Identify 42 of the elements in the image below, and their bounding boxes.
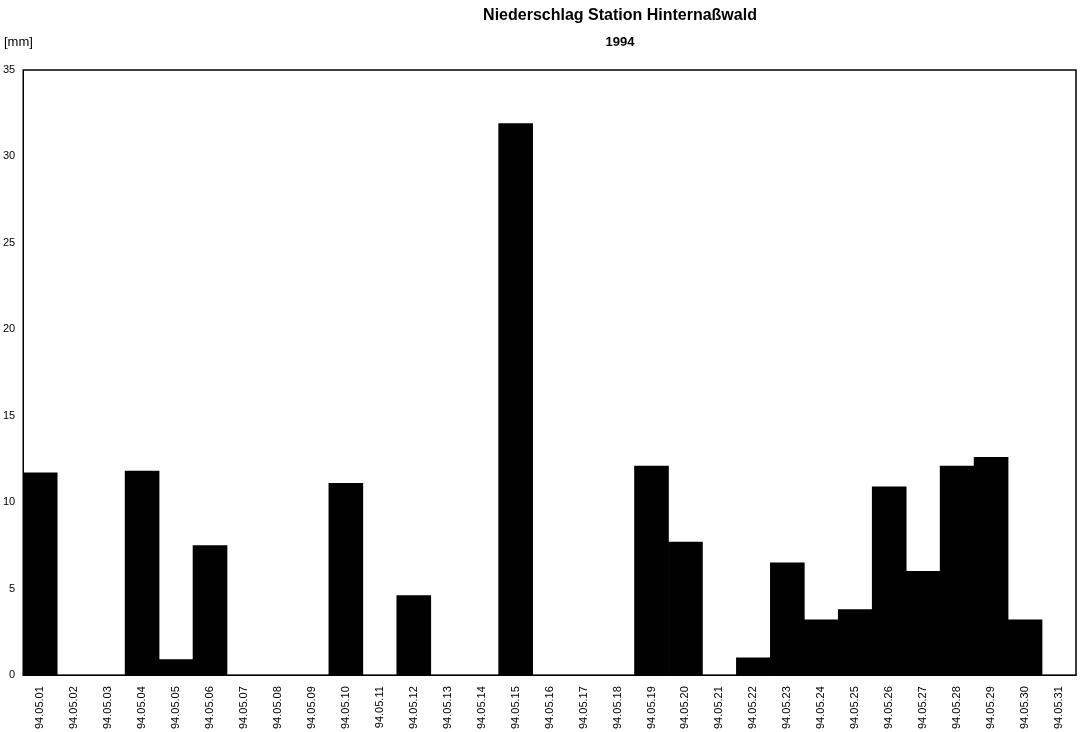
- x-tick-label: 94.05.11: [372, 686, 385, 729]
- x-tick-label: 94.05.27: [916, 686, 929, 730]
- x-tick-label: 94.05.25: [848, 686, 861, 730]
- x-tick-label: 94.05.07: [237, 686, 250, 730]
- x-tick-label: 94.05.15: [508, 686, 521, 730]
- y-tick-label: 25: [2, 235, 16, 248]
- x-tick-label: 94.05.19: [644, 686, 657, 730]
- x-tick-label: 94.05.09: [304, 686, 317, 730]
- x-tick-label: 94.05.21: [712, 686, 725, 730]
- chart-title: Niederschlag Station Hinternaßwald: [482, 6, 758, 24]
- x-tick-label: 94.05.28: [950, 686, 963, 730]
- x-tick-label: 94.05.29: [984, 686, 997, 730]
- x-tick-label: 94.05.22: [746, 686, 759, 730]
- x-tick-label: 94.05.08: [270, 686, 283, 730]
- y-tick-label: 20: [2, 322, 16, 335]
- x-tick-label: 94.05.01: [33, 686, 46, 730]
- x-tick-label: 94.05.16: [542, 686, 555, 730]
- x-tick-label: 94.05.30: [1018, 686, 1031, 730]
- x-tick-label: 94.05.03: [101, 686, 114, 730]
- y-tick-label: 30: [2, 149, 16, 162]
- x-tick-label: 94.05.18: [610, 686, 623, 730]
- y-tick-label: 0: [9, 668, 16, 681]
- y-tick-label: 5: [9, 581, 16, 594]
- x-tick-label: 94.05.12: [406, 686, 419, 730]
- x-tick-label: 94.05.06: [203, 686, 216, 730]
- x-tick-label: 94.05.13: [440, 686, 453, 730]
- x-tick-label: 94.05.26: [882, 686, 895, 730]
- x-tick-label: 94.05.10: [338, 686, 351, 730]
- y-axis-title: [mm]: [4, 34, 33, 49]
- x-tick-label: 94.05.23: [780, 686, 793, 730]
- chart-subtitle: 1994: [604, 34, 636, 49]
- x-tick-label: 94.05.14: [474, 686, 487, 730]
- x-tick-label: 94.05.20: [678, 686, 691, 730]
- y-tick-label: 35: [2, 63, 16, 76]
- x-tick-label: 94.05.02: [67, 686, 80, 730]
- x-tick-label: 94.05.05: [169, 686, 182, 730]
- x-tick-label: 94.05.24: [814, 686, 827, 730]
- x-tick-label: 94.05.31: [1052, 686, 1065, 730]
- x-tick-label: 94.05.17: [576, 686, 589, 730]
- y-tick-label: 10: [2, 495, 16, 508]
- x-tick-label: 94.05.04: [135, 686, 148, 730]
- y-tick-label: 15: [2, 408, 16, 421]
